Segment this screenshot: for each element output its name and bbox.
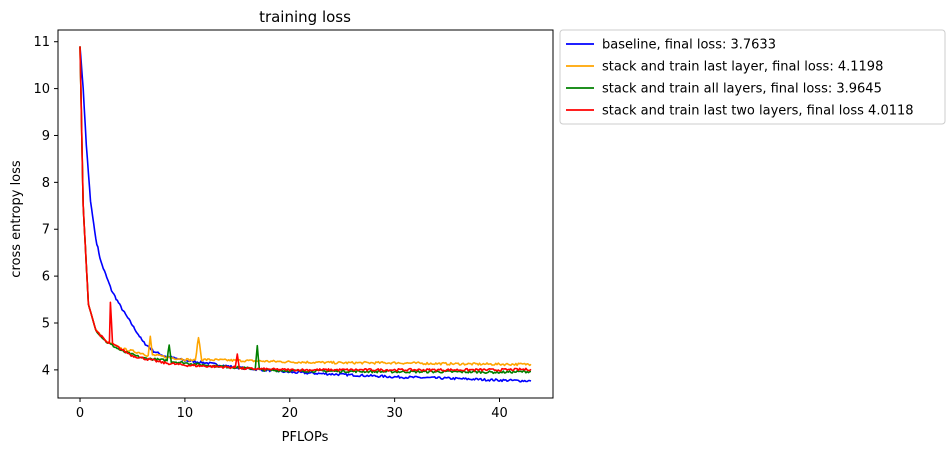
y-axis-ticks: 4 5 6 7 8 9 10 11 — [33, 35, 58, 378]
y-tick-label: 7 — [42, 223, 50, 238]
y-tick-label: 6 — [42, 270, 50, 285]
x-tick-label: 40 — [491, 406, 508, 421]
chart-title: training loss — [259, 8, 351, 26]
legend-label-3: stack and train all layers, final loss: … — [602, 82, 882, 97]
legend-label-4: stack and train last two layers, final l… — [602, 104, 914, 119]
x-axis-title: PFLOPs — [282, 430, 329, 445]
x-tick-label: 0 — [76, 406, 84, 421]
legend: baseline, final loss: 3.7633 stack and tr… — [559, 29, 946, 125]
plot-frame — [57, 29, 554, 399]
legend-label-2: stack and train last layer, final loss: … — [602, 60, 883, 75]
legend-box — [559, 29, 946, 125]
y-tick-label: 4 — [42, 363, 50, 378]
y-tick-label: 8 — [42, 176, 50, 191]
series-line-2 — [79, 46, 532, 367]
x-axis-ticks: 0 10 20 30 40 — [76, 398, 508, 421]
series-line-3 — [79, 46, 532, 375]
x-tick-label: 10 — [177, 406, 194, 421]
y-tick-label: 11 — [33, 35, 50, 50]
y-axis-title: cross entropy loss — [9, 160, 24, 278]
y-tick-label: 5 — [42, 316, 50, 331]
plot-area — [57, 29, 554, 399]
y-tick-label: 10 — [33, 82, 50, 97]
x-tick-label: 30 — [386, 406, 403, 421]
y-tick-label: 9 — [42, 129, 50, 144]
series-line-1 — [79, 46, 532, 383]
x-tick-label: 20 — [281, 406, 298, 421]
legend-label-1: baseline, final loss: 3.7633 — [602, 38, 776, 53]
series-line-4 — [79, 46, 532, 372]
